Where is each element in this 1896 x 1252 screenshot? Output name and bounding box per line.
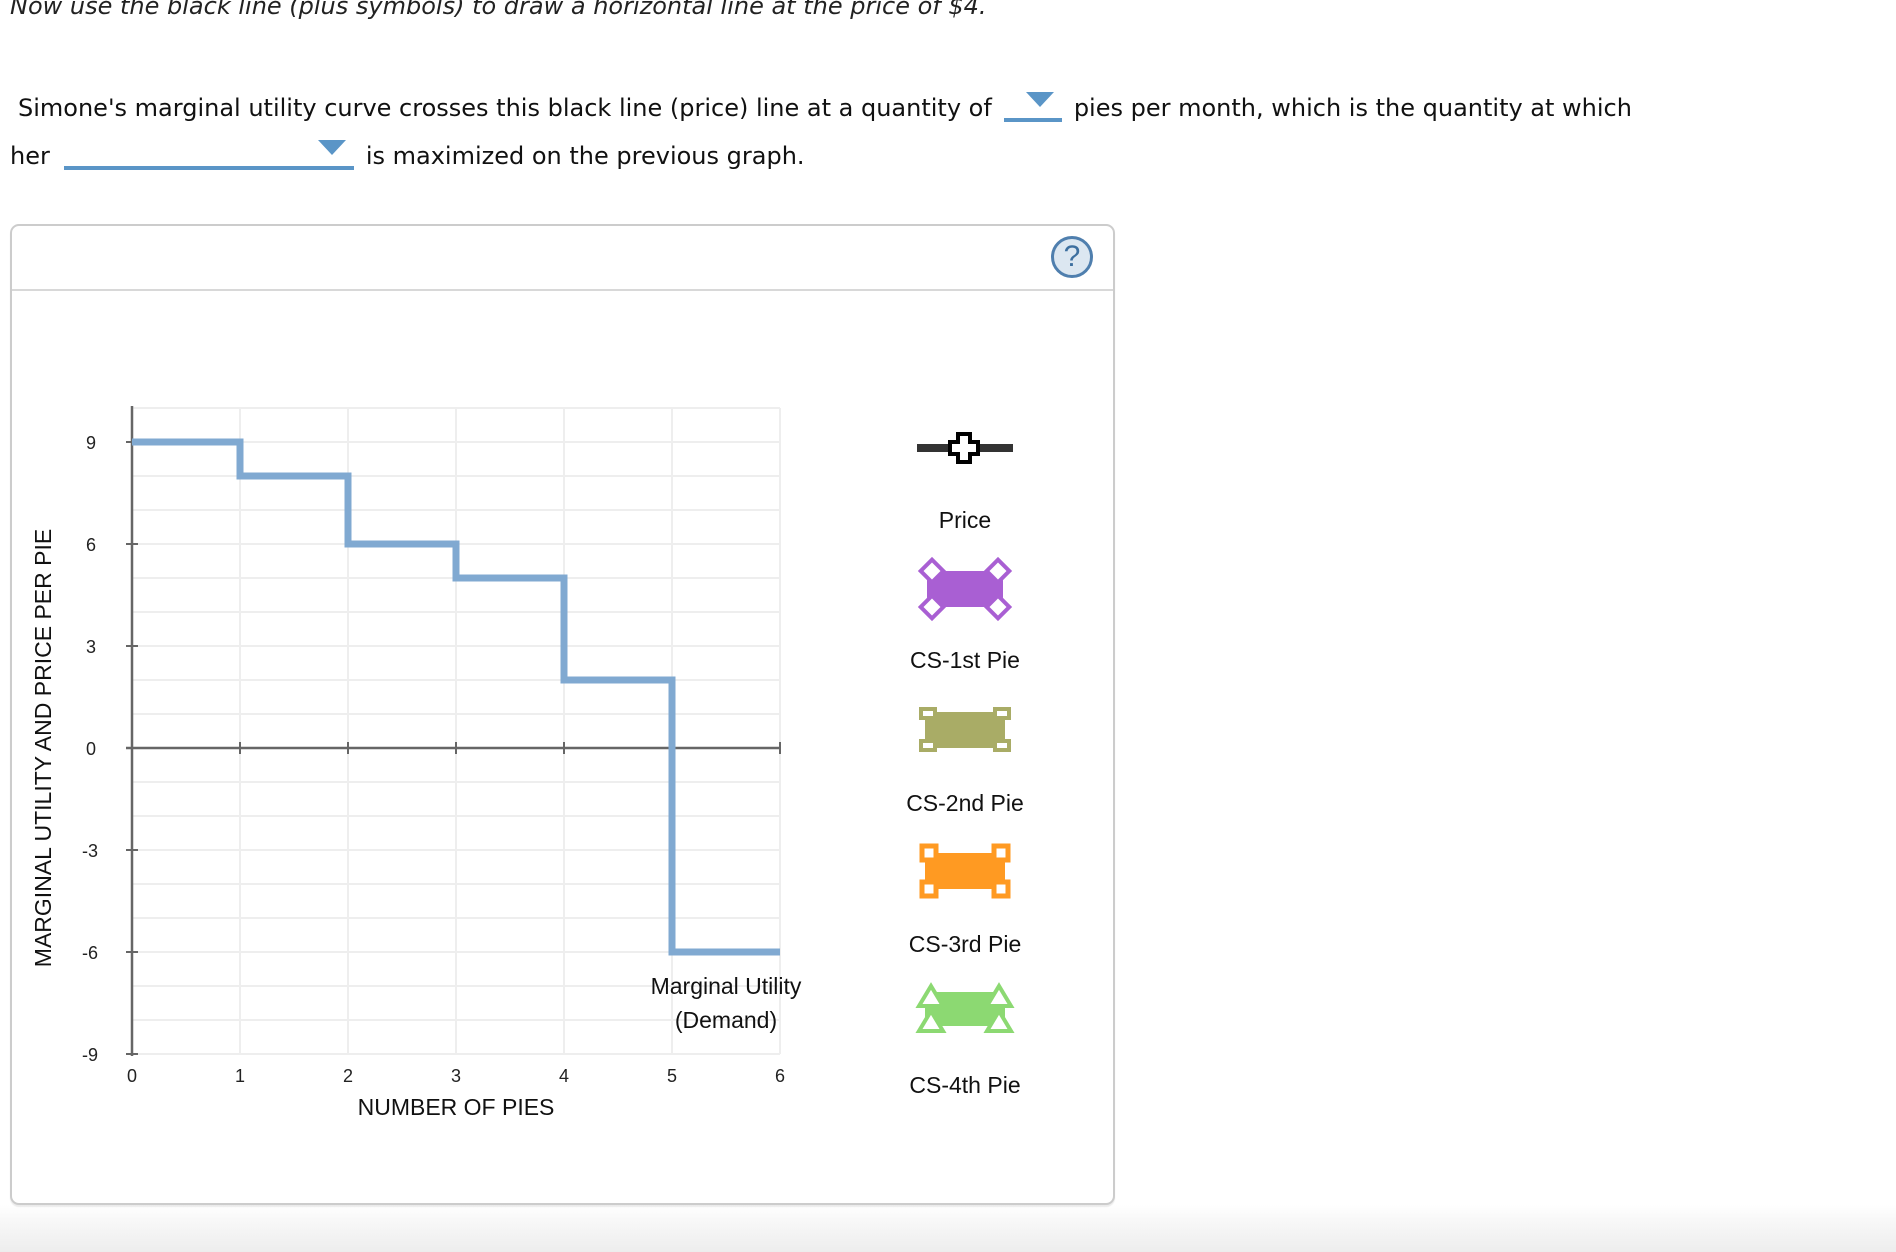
x-tick-labels: 0 1 2 3 4 5 6: [127, 1066, 785, 1086]
triangle-icon: [915, 982, 1015, 1033]
y-tick-label: -6: [82, 943, 98, 963]
x-tick-label: 1: [235, 1066, 245, 1086]
question-text-4: is maximized on the previous graph.: [365, 142, 805, 170]
help-button[interactable]: ?: [1051, 236, 1093, 278]
legend-cs-1st-pie-tool[interactable]: CS-1st Pie: [910, 556, 1020, 673]
legend-cs-4th-pie-tool[interactable]: CS-4th Pie: [909, 982, 1021, 1098]
x-axis-title: NUMBER OF PIES: [358, 1094, 555, 1120]
y-tick-label: 0: [86, 739, 96, 759]
x-tick-label: 2: [343, 1066, 353, 1086]
plus-icon: [948, 432, 980, 464]
instruction-text: Now use the black line (plus symbols) to…: [10, 0, 987, 20]
quantity-dropdown[interactable]: [1003, 86, 1062, 122]
square-icon: [919, 707, 1011, 752]
y-tick-label: -9: [82, 1045, 98, 1065]
legend-label: CS-4th Pie: [909, 1072, 1020, 1098]
help-icon: ?: [1063, 240, 1081, 273]
legend-price-tool[interactable]: Price: [917, 432, 1013, 533]
curve-label-line-2: (Demand): [675, 1007, 777, 1033]
chevron-down-icon: [1025, 92, 1054, 107]
diamond-icon: [917, 556, 1013, 622]
gridlines: [132, 407, 781, 1055]
legend-cs-2nd-pie-tool[interactable]: CS-2nd Pie: [906, 707, 1024, 816]
x-tick-label: 0: [127, 1066, 137, 1086]
x-tick-label: 4: [559, 1066, 569, 1086]
curve-label-line-1: Marginal Utility: [651, 973, 802, 999]
y-tick-label: 3: [86, 637, 96, 657]
y-tick-label: -3: [82, 841, 98, 861]
square-icon: [919, 843, 1011, 899]
y-tick-label: 6: [86, 535, 96, 555]
graph-panel-header: ?: [12, 226, 1113, 291]
legend-label: CS-2nd Pie: [906, 790, 1024, 816]
question-line-2: her is maximized on the previous graph.: [10, 134, 805, 170]
chevron-down-icon: [317, 140, 346, 155]
x-tick-label: 3: [451, 1066, 461, 1086]
legend-label: Price: [939, 507, 991, 533]
measure-dropdown[interactable]: [63, 134, 354, 170]
legend-cs-3rd-pie-tool[interactable]: CS-3rd Pie: [909, 843, 1021, 957]
legend-label: CS-1st Pie: [910, 647, 1020, 673]
y-tick-labels: 9 6 3 0 -3 -6 -9: [82, 433, 98, 1065]
question-line-1: Simone's marginal utility curve crosses …: [18, 86, 1632, 122]
x-tick-label: 5: [667, 1066, 677, 1086]
legend-label: CS-3rd Pie: [909, 931, 1021, 957]
y-tick-label: 9: [86, 433, 96, 453]
question-text-1: Simone's marginal utility curve crosses …: [18, 94, 992, 122]
axes: [126, 406, 781, 1056]
question-text-2: pies per month, which is the quantity at…: [1073, 94, 1632, 122]
x-tick-label: 6: [775, 1066, 785, 1086]
marginal-utility-curve: [132, 438, 780, 956]
y-axis-title: MARGINAL UTILITY AND PRICE PER PIE: [30, 529, 56, 967]
question-text-3: her: [10, 142, 50, 170]
